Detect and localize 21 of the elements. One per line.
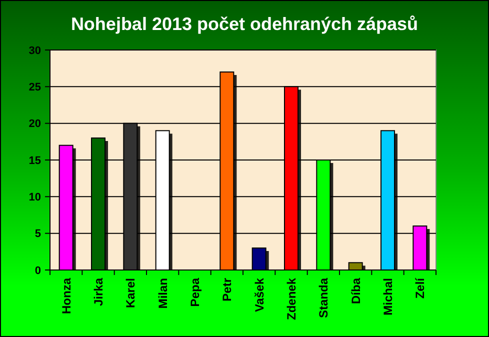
y-tick-label: 0 [34, 264, 41, 277]
x-tick-label: Díba [348, 278, 363, 304]
chart-title: Nohejbal 2013 počet odehraných zápasů [70, 14, 418, 34]
x-tick-label: Honza [59, 278, 74, 314]
x-tick-label: Vašek [252, 278, 266, 312]
bar [348, 262, 363, 270]
y-tick-label: 15 [28, 154, 41, 167]
y-tick-label: 20 [28, 118, 41, 130]
y-tick-label: 25 [28, 82, 41, 94]
x-tick-label: Petr [220, 278, 234, 302]
x-tick-label: Michal [380, 278, 395, 316]
y-tick-label: 30 [28, 44, 41, 57]
x-tick-label: Pepa [188, 278, 202, 307]
x-tick-label: Karel [124, 278, 138, 308]
x-tick-label: Milan [156, 278, 170, 309]
y-tick-label: 10 [28, 192, 41, 204]
y-tick-label: 5 [34, 228, 41, 240]
x-tick-label: Standa [316, 278, 331, 318]
x-tick-label: Jirka [91, 278, 106, 306]
x-tick-label: Zelí [413, 277, 428, 299]
x-tick-label: Zdenek [284, 278, 298, 320]
